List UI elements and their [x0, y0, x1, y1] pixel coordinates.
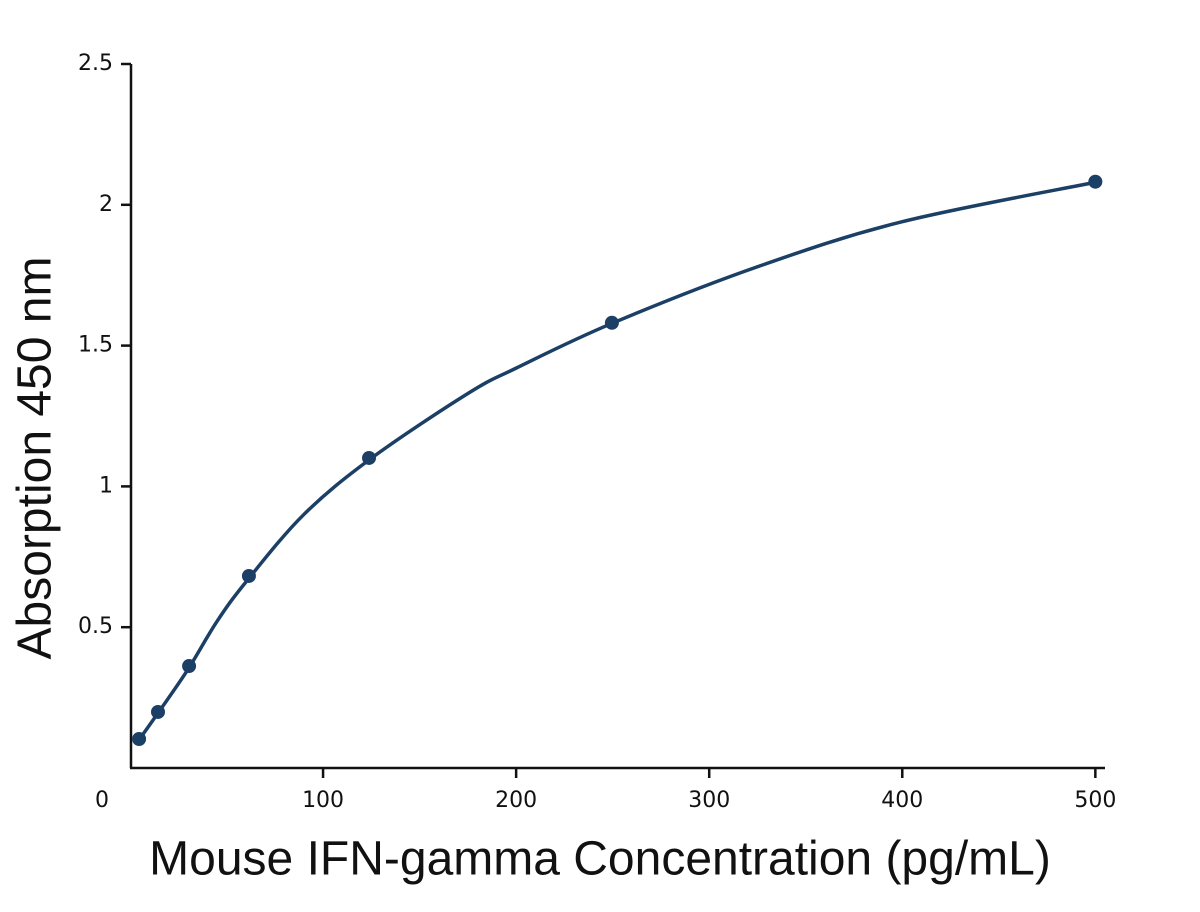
y-tick-label: 1: [99, 473, 113, 498]
data-point: [150, 704, 165, 719]
x-tick-label: 300: [688, 788, 730, 813]
x-axis-title: Mouse IFN-gamma Concentration (pg/mL): [149, 833, 1051, 886]
y-tick-label: 0.5: [78, 614, 113, 639]
x-tick-label: 0: [95, 788, 109, 813]
data-point: [241, 568, 256, 583]
y-tick-label: 2: [99, 192, 113, 217]
y-tick-label: 1.5: [78, 333, 113, 358]
data-point: [604, 315, 619, 330]
x-tick-label: 200: [495, 788, 537, 813]
data-point: [132, 731, 147, 746]
data-point: [182, 659, 197, 674]
data-point: [362, 450, 377, 465]
x-tick-label: 100: [302, 788, 344, 813]
fit-curve: [137, 180, 1096, 741]
x-tick-label: 400: [881, 788, 923, 813]
data-point: [1088, 174, 1103, 189]
x-tick-label: 500: [1074, 788, 1116, 813]
y-tick-label: 2.5: [78, 51, 113, 76]
y-axis-title: Absorption 450 nm: [9, 257, 62, 660]
